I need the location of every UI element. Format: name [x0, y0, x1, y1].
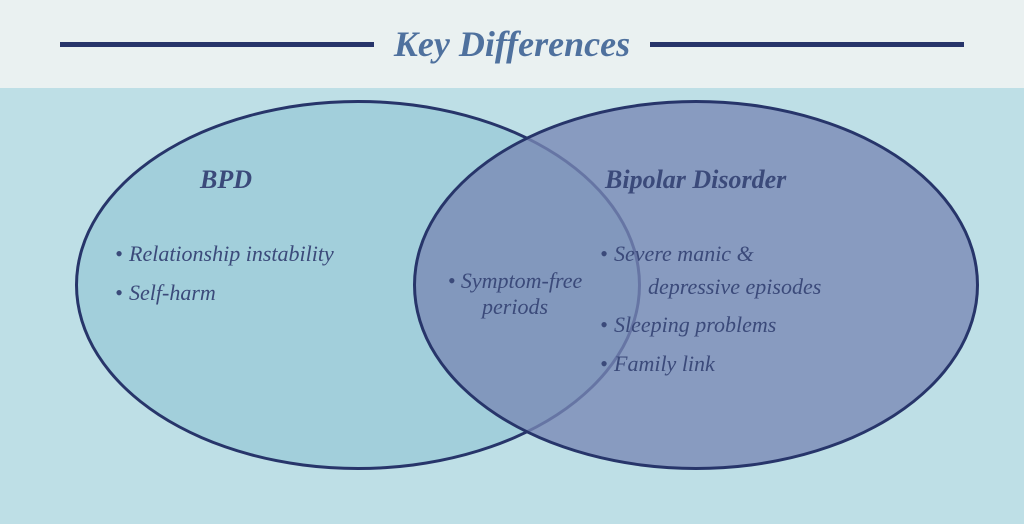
- venn-right-title: Bipolar Disorder: [605, 165, 786, 195]
- header-band: Key Differences: [0, 0, 1024, 88]
- venn-intersection-item: • Symptom-free periods: [415, 268, 615, 321]
- header-line-left: [60, 42, 374, 47]
- venn-right-items: •Severe manic & depressive episodes •Sleep…: [600, 240, 821, 388]
- venn-left-title: BPD: [200, 165, 252, 195]
- header-line-right: [650, 42, 964, 47]
- intersection-line1: • Symptom-free: [448, 268, 583, 293]
- main-area: BPD Bipolar Disorder •Relationship insta…: [0, 88, 1024, 524]
- venn-left-items: •Relationship instability •Self-harm: [115, 240, 334, 317]
- venn-right-item: •Sleeping problems: [600, 311, 821, 340]
- venn-left-item: •Relationship instability: [115, 240, 334, 269]
- header-title: Key Differences: [394, 23, 630, 65]
- venn-right-item: •Severe manic &: [600, 240, 821, 269]
- venn-right-item: depressive episodes: [600, 273, 821, 302]
- venn-left-item: •Self-harm: [115, 279, 334, 308]
- venn-right-item: •Family link: [600, 350, 821, 379]
- intersection-line2: periods: [482, 294, 548, 319]
- venn-labels: BPD Bipolar Disorder •Relationship insta…: [0, 88, 1024, 524]
